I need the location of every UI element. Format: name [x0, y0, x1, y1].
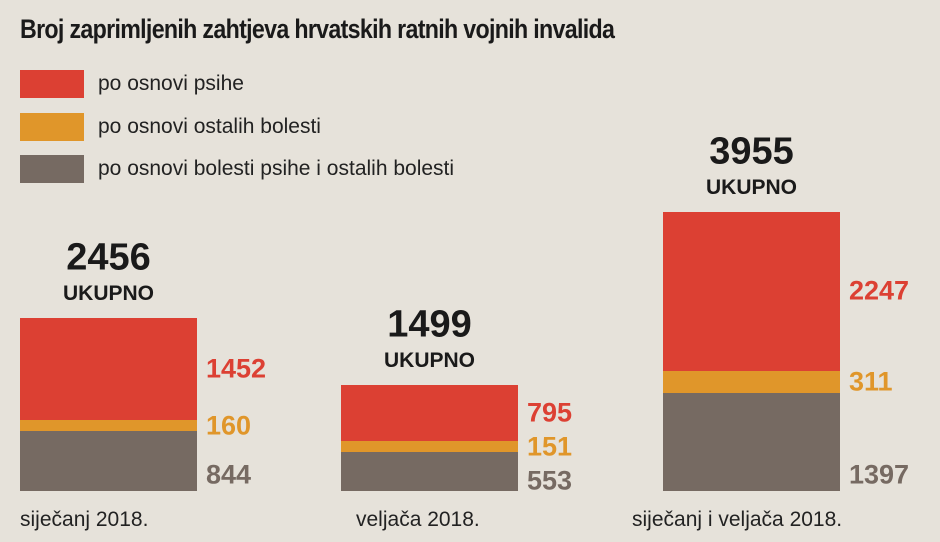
category-label: siječanj i veljača 2018. [632, 508, 843, 531]
legend-swatch [20, 70, 84, 98]
total-value: 2456 [66, 236, 151, 279]
bar-segment [663, 392, 840, 491]
legend-swatch [20, 155, 84, 183]
total-label: UKUPNO [705, 176, 797, 200]
bar-segment [20, 431, 197, 491]
bar-segment [341, 441, 518, 452]
bar-segment [341, 385, 518, 442]
total-value: 3955 [709, 130, 794, 173]
category-label: siječanj 2018. [20, 508, 149, 531]
data-label: 2247 [849, 275, 910, 306]
total-value: 1499 [387, 303, 472, 346]
data-label: 160 [206, 410, 252, 441]
legend-item: po osnovi psihe [20, 70, 244, 98]
legend-label: po osnovi ostalih bolesti [98, 115, 321, 138]
bar-segment [341, 452, 518, 491]
bar-segment [663, 212, 840, 371]
data-label: 1397 [849, 459, 910, 490]
bar-segment [20, 317, 197, 421]
legend-swatch [20, 113, 84, 141]
data-label: 795 [527, 397, 573, 428]
data-label: 1452 [206, 353, 267, 384]
data-label: 553 [527, 465, 573, 496]
total-label: UKUPNO [383, 349, 475, 373]
total-label: UKUPNO [62, 281, 154, 305]
data-label: 844 [206, 459, 252, 490]
bar-segment [20, 420, 197, 432]
chart-title: Broj zaprimljenih zahtjeva hrvatskih rat… [20, 14, 615, 44]
legend-item: po osnovi bolesti psihe i ostalih bolest… [20, 155, 454, 183]
category-label: veljača 2018. [356, 508, 480, 531]
legend-label: po osnovi bolesti psihe i ostalih bolest… [98, 157, 455, 180]
legend-label: po osnovi psihe [98, 72, 244, 95]
legend-item: po osnovi ostalih bolesti [20, 113, 321, 141]
data-label: 311 [849, 366, 893, 397]
data-label: 151 [527, 431, 573, 462]
bar-segment [663, 370, 840, 393]
